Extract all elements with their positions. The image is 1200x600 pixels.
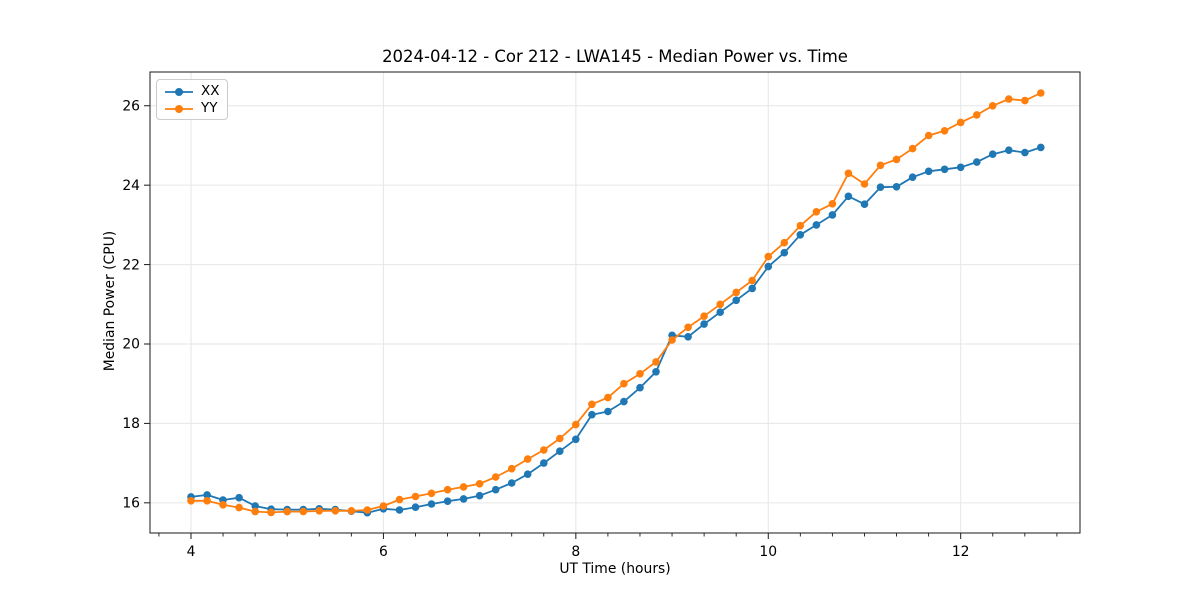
- legend: XX YY: [156, 79, 228, 120]
- svg-text:24: 24: [122, 178, 140, 194]
- svg-text:26: 26: [122, 98, 140, 114]
- legend-label-yy: YY: [201, 100, 218, 116]
- x-axis-label: UT Time (hours): [559, 561, 671, 577]
- svg-text:22: 22: [122, 257, 140, 273]
- svg-text:10: 10: [759, 544, 777, 560]
- svg-text:6: 6: [379, 544, 388, 560]
- svg-text:20: 20: [122, 337, 140, 353]
- svg-text:16: 16: [122, 496, 140, 512]
- legend-item-xx: XX: [164, 83, 220, 100]
- svg-text:12: 12: [952, 544, 970, 560]
- y-axis-label: Median Power (CPU): [102, 230, 118, 372]
- svg-text:4: 4: [187, 544, 196, 560]
- chart-title: 2024-04-12 - Cor 212 - LWA145 - Median P…: [382, 47, 848, 66]
- svg-text:18: 18: [122, 416, 140, 432]
- legend-label-xx: XX: [201, 83, 220, 99]
- legend-item-yy: YY: [164, 100, 220, 117]
- legend-line-sample-xx: [165, 87, 193, 96]
- legend-line-sample-yy: [165, 104, 193, 113]
- svg-text:8: 8: [571, 544, 580, 560]
